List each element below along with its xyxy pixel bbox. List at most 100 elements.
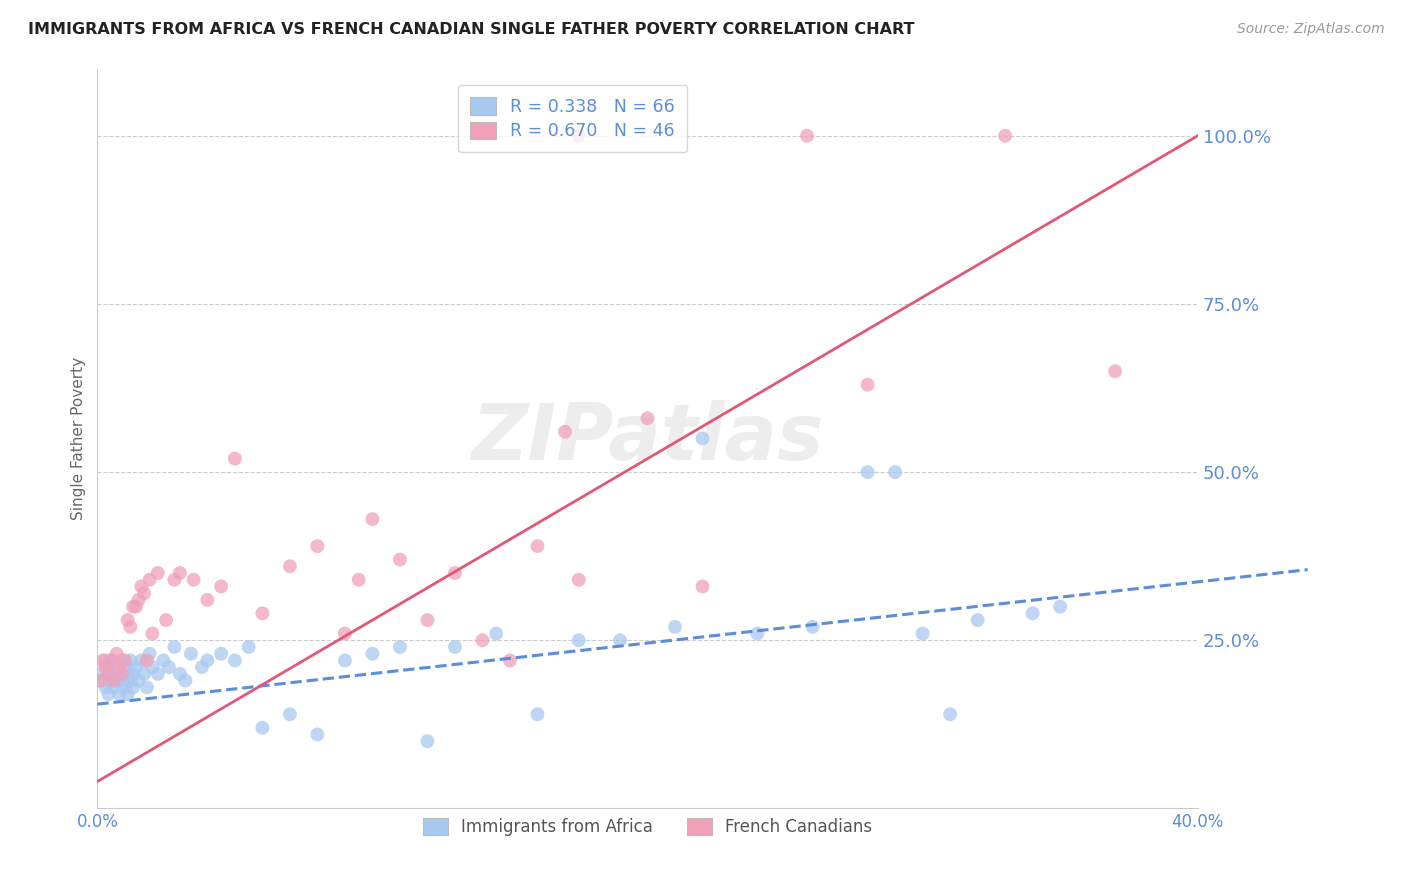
Point <box>117 667 139 681</box>
Point <box>138 647 160 661</box>
Point <box>195 653 218 667</box>
Point <box>108 687 131 701</box>
Point <box>114 660 136 674</box>
Point <box>994 128 1017 143</box>
Point <box>209 579 232 593</box>
Point <box>135 653 157 667</box>
Point <box>108 667 131 681</box>
Point <box>122 667 145 681</box>
Point <box>94 660 117 674</box>
Point <box>554 425 576 439</box>
Point <box>568 573 591 587</box>
Point <box>252 721 274 735</box>
Point <box>568 633 591 648</box>
Point <box>100 673 122 688</box>
Point <box>157 660 180 674</box>
Text: IMMIGRANTS FROM AFRICA VS FRENCH CANADIAN SINGLE FATHER POVERTY CORRELATION CHAR: IMMIGRANTS FROM AFRICA VS FRENCH CANADIA… <box>28 22 915 37</box>
Point <box>132 667 155 681</box>
Point <box>91 673 114 688</box>
Point <box>135 681 157 695</box>
Point <box>911 626 934 640</box>
Point <box>120 673 142 688</box>
Point <box>388 552 411 566</box>
Point <box>416 734 439 748</box>
Point <box>252 607 274 621</box>
Point <box>278 707 301 722</box>
Point <box>692 579 714 593</box>
Point <box>120 620 142 634</box>
Point <box>125 599 148 614</box>
Point <box>884 465 907 479</box>
Point <box>471 633 494 648</box>
Point <box>105 647 128 661</box>
Point <box>105 673 128 688</box>
Point <box>526 539 548 553</box>
Point <box>169 566 191 580</box>
Point <box>100 653 122 667</box>
Point <box>485 626 508 640</box>
Point <box>114 653 136 667</box>
Point <box>416 613 439 627</box>
Point <box>796 128 818 143</box>
Point <box>224 451 246 466</box>
Point <box>141 660 163 674</box>
Point <box>664 620 686 634</box>
Point <box>100 653 122 667</box>
Point <box>111 673 134 688</box>
Point <box>747 626 769 640</box>
Point <box>361 647 384 661</box>
Point <box>155 613 177 627</box>
Y-axis label: Single Father Poverty: Single Father Poverty <box>72 357 86 520</box>
Point <box>856 377 879 392</box>
Point <box>609 633 631 648</box>
Point <box>333 653 356 667</box>
Point <box>224 653 246 667</box>
Legend: Immigrants from Africa, French Canadians: Immigrants from Africa, French Canadians <box>415 810 880 845</box>
Point <box>97 687 120 701</box>
Point <box>568 128 591 143</box>
Point <box>97 667 120 681</box>
Point <box>191 660 214 674</box>
Point <box>1049 599 1071 614</box>
Point <box>131 653 153 667</box>
Point <box>966 613 988 627</box>
Point <box>307 539 329 553</box>
Point <box>89 667 111 681</box>
Point <box>94 681 117 695</box>
Point <box>108 660 131 674</box>
Point <box>174 673 197 688</box>
Point <box>169 667 191 681</box>
Point <box>117 687 139 701</box>
Point <box>103 673 125 688</box>
Point <box>120 653 142 667</box>
Point <box>138 573 160 587</box>
Point <box>152 653 174 667</box>
Point <box>180 647 202 661</box>
Point <box>122 599 145 614</box>
Point <box>499 653 522 667</box>
Point <box>117 613 139 627</box>
Point <box>183 573 205 587</box>
Point <box>444 566 467 580</box>
Text: ZIPatlas: ZIPatlas <box>471 401 824 476</box>
Text: Source: ZipAtlas.com: Source: ZipAtlas.com <box>1237 22 1385 37</box>
Point <box>333 626 356 640</box>
Point <box>89 673 111 688</box>
Point <box>1104 364 1126 378</box>
Point <box>209 647 232 661</box>
Point <box>526 707 548 722</box>
Point <box>146 566 169 580</box>
Point <box>388 640 411 654</box>
Point <box>163 573 186 587</box>
Point <box>141 626 163 640</box>
Point <box>637 411 659 425</box>
Point <box>91 653 114 667</box>
Point <box>146 667 169 681</box>
Point <box>307 727 329 741</box>
Point <box>238 640 260 654</box>
Point <box>939 707 962 722</box>
Point <box>103 667 125 681</box>
Point <box>125 660 148 674</box>
Point <box>444 640 467 654</box>
Point <box>1021 607 1043 621</box>
